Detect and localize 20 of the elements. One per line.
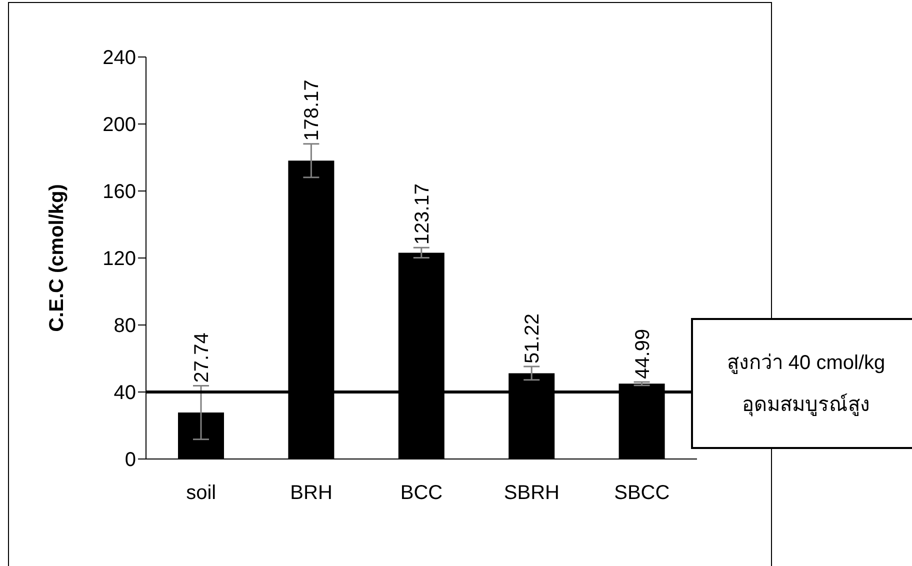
data-label: 44.99 <box>632 328 654 379</box>
y-tick-label: 200 <box>102 114 136 136</box>
ref-line-label: สูงกว่า 40 cmol/kg อุดมสมบูรณ์สูง <box>726 352 886 417</box>
x-tick-label: BRH <box>290 482 332 504</box>
x-tick-label: SBRH <box>504 482 560 504</box>
x-tick-label: soil <box>186 482 216 504</box>
x-tick-label: SBCC <box>614 482 670 504</box>
label-box: สูงกว่า 40 cmol/kg อุดมสมบูรณ์สูง <box>691 318 912 449</box>
data-label: 123.17 <box>411 183 434 245</box>
x-tick-label: BCC <box>400 482 443 504</box>
y-tick-label: 120 <box>102 248 136 270</box>
y-tick-label: 240 <box>102 47 136 70</box>
y-tick-label: 0 <box>124 449 136 472</box>
y-tick-label: 80 <box>114 315 136 338</box>
data-label: 27.74 <box>191 332 213 383</box>
y-tick-label: 160 <box>102 181 136 204</box>
y-axis-title: C.E.C (cmol/kg) <box>46 184 68 332</box>
y-tick-label: 40 <box>114 382 136 404</box>
data-label: 51.22 <box>522 313 544 364</box>
data-label: 178.17 <box>301 80 324 141</box>
